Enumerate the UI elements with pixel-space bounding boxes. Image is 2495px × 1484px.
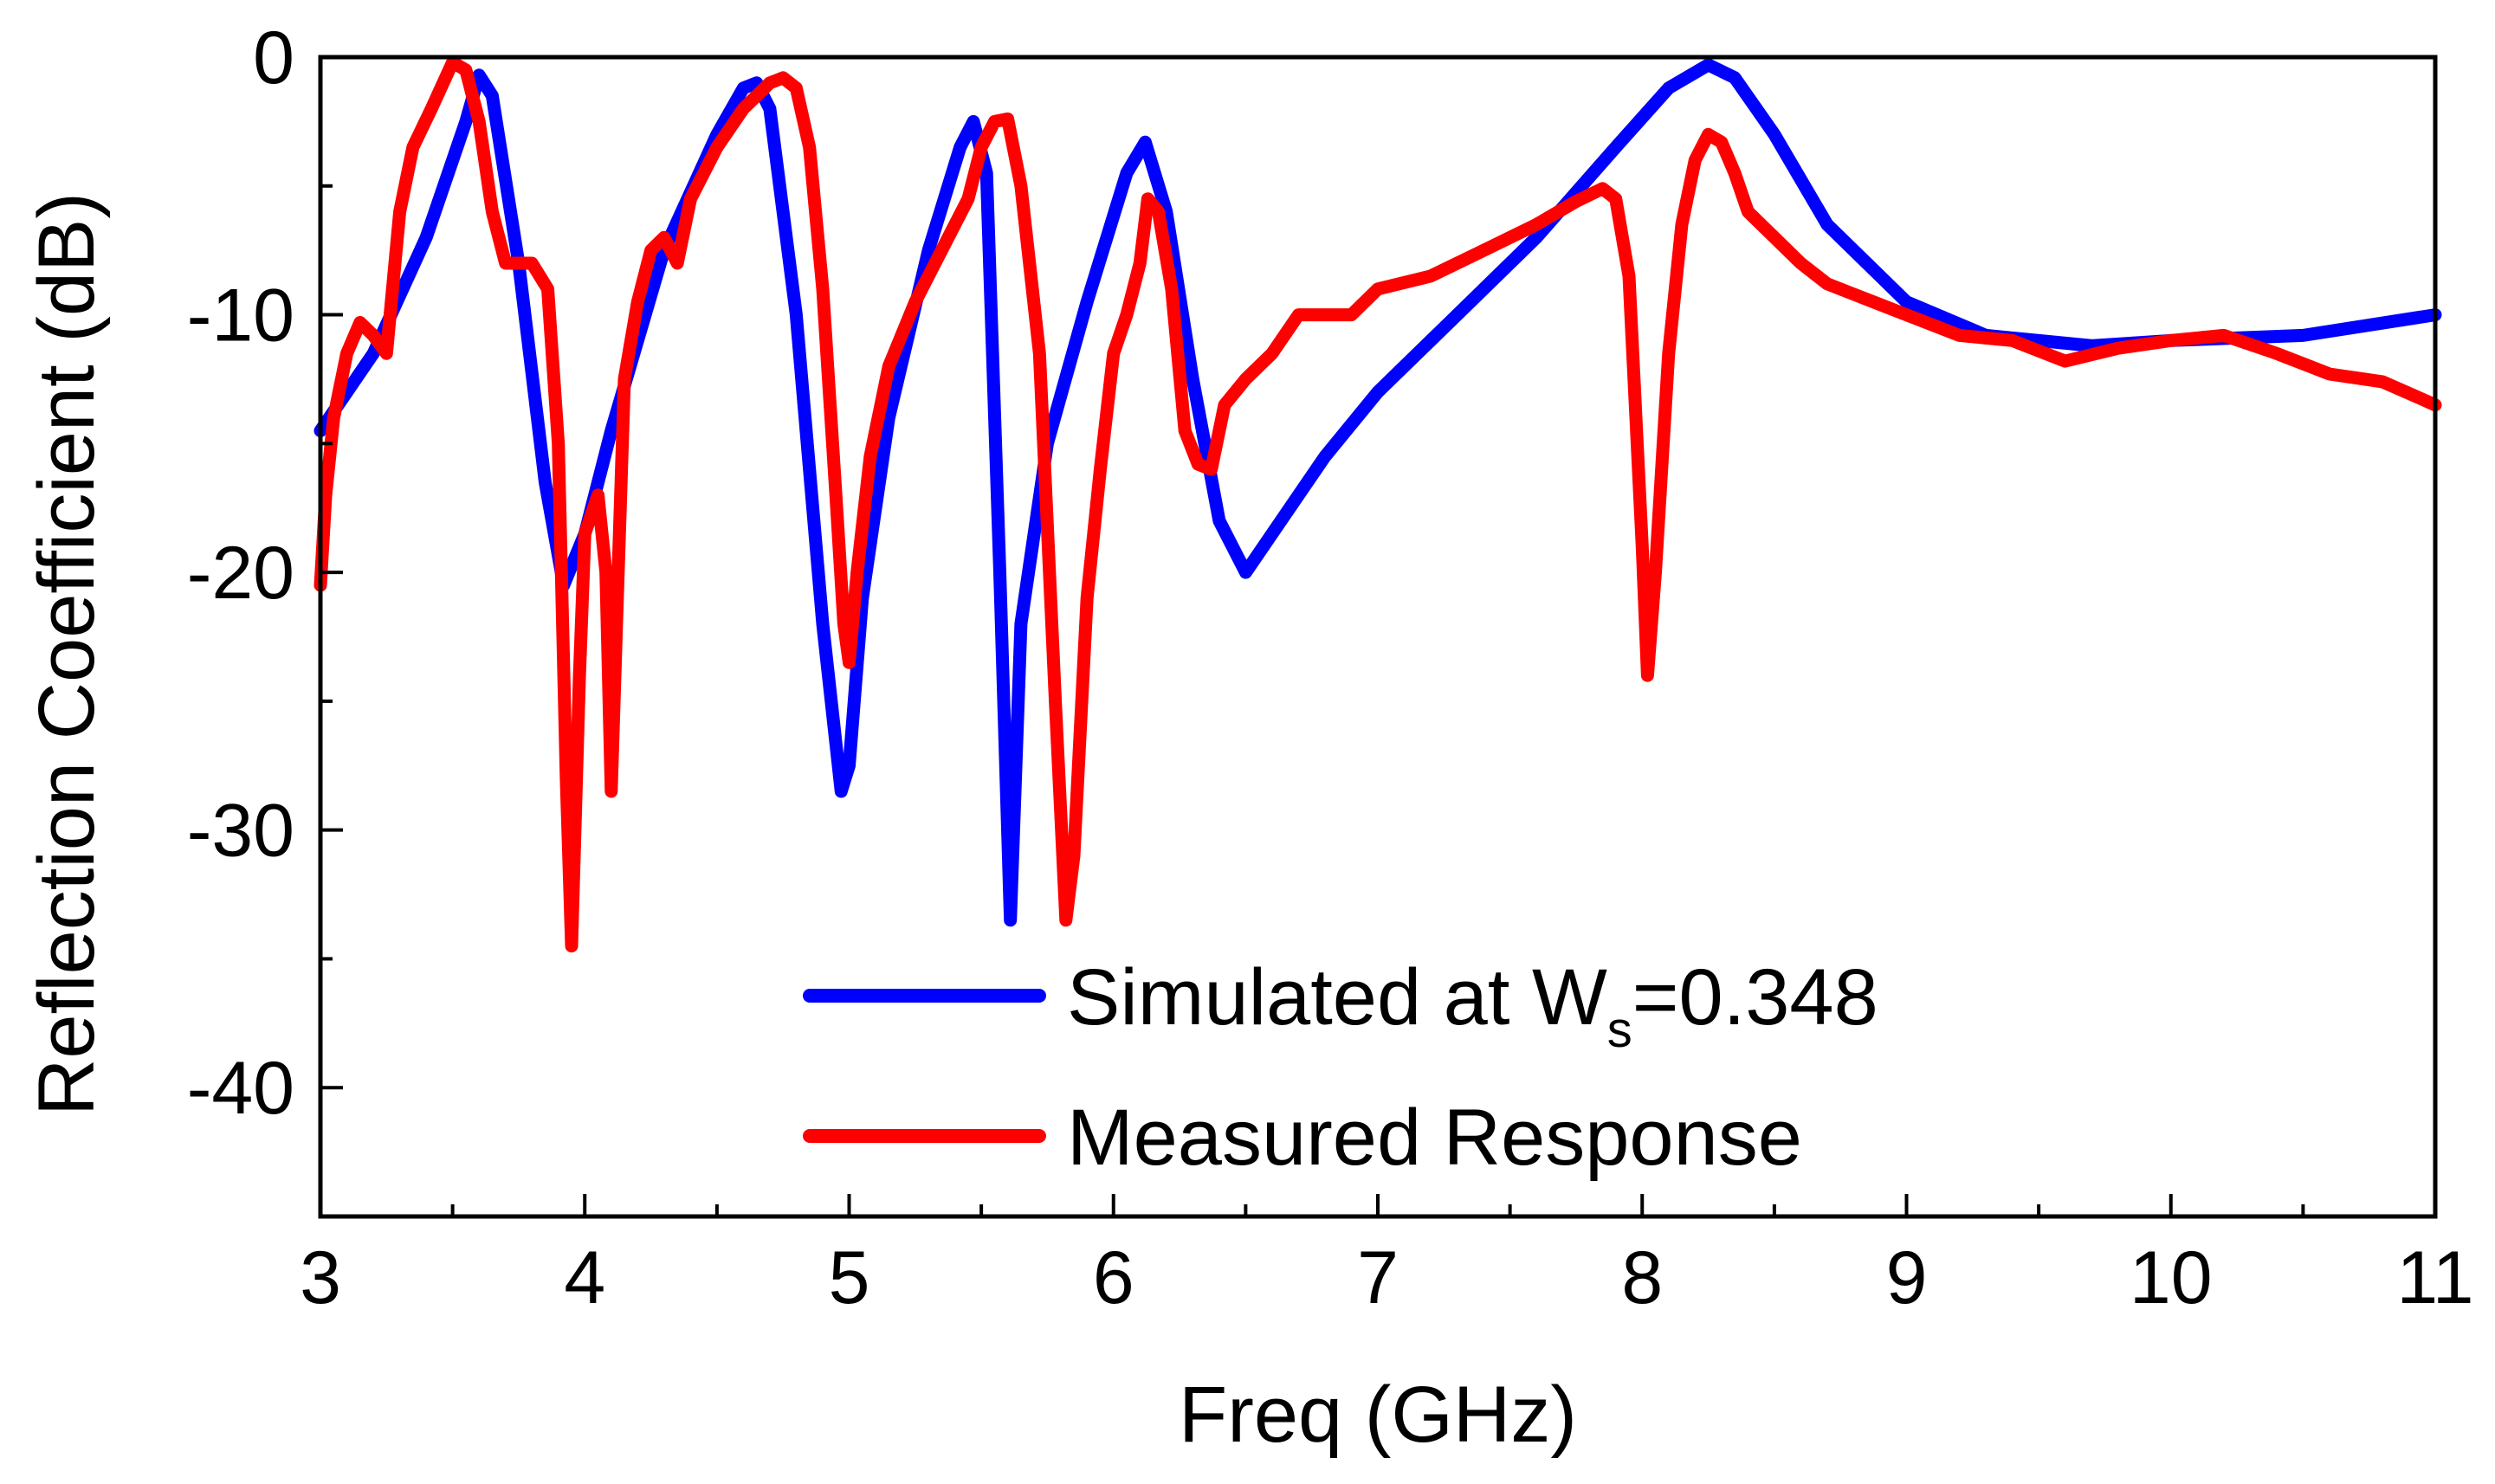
legend-label-simulated-subscript: s [1607,1002,1632,1058]
x-tick-label: 4 [564,1236,605,1319]
y-tick-label: -10 [187,274,294,358]
y-axis-title: Reflection Coefficient (dB) [23,192,111,1116]
x-tick-label: 6 [1093,1236,1134,1319]
legend-label-simulated-suffix: =0.348 [1632,953,1878,1042]
legend-label-simulated-main: Simulated at W [1067,953,1607,1042]
x-tick-label: 11 [2396,1236,2473,1319]
measured-series-line [313,55,2442,953]
x-tick-label: 10 [2130,1236,2213,1319]
x-tick-label: 8 [1621,1236,1663,1319]
legend-label-measured: Measured Response [1067,1094,1802,1182]
series-layer [313,55,2442,953]
x-tick-label: 5 [829,1236,870,1319]
x-axis-title: Freq (GHz) [1179,1371,1577,1459]
simulated-series-line [313,58,2442,927]
x-tick-label: 3 [300,1236,341,1319]
tick-labels: 3 4 5 6 7 8 9 10 11 0 -10 -20 -30 -40 [187,16,2474,1319]
x-tick-label: 9 [1886,1236,1928,1319]
legend-label-simulated: Simulated at Ws=0.348 [1067,953,1878,1058]
x-tick-label: 7 [1357,1236,1399,1319]
axis-ticks [319,55,2437,1218]
legend: Simulated at Ws=0.348 Measured Response [803,953,1878,1182]
y-tick-label: -30 [187,790,294,873]
plot-frame [318,55,2438,1219]
y-tick-label: -40 [187,1047,294,1130]
y-tick-label: -20 [187,532,294,615]
y-tick-label: 0 [253,16,294,100]
